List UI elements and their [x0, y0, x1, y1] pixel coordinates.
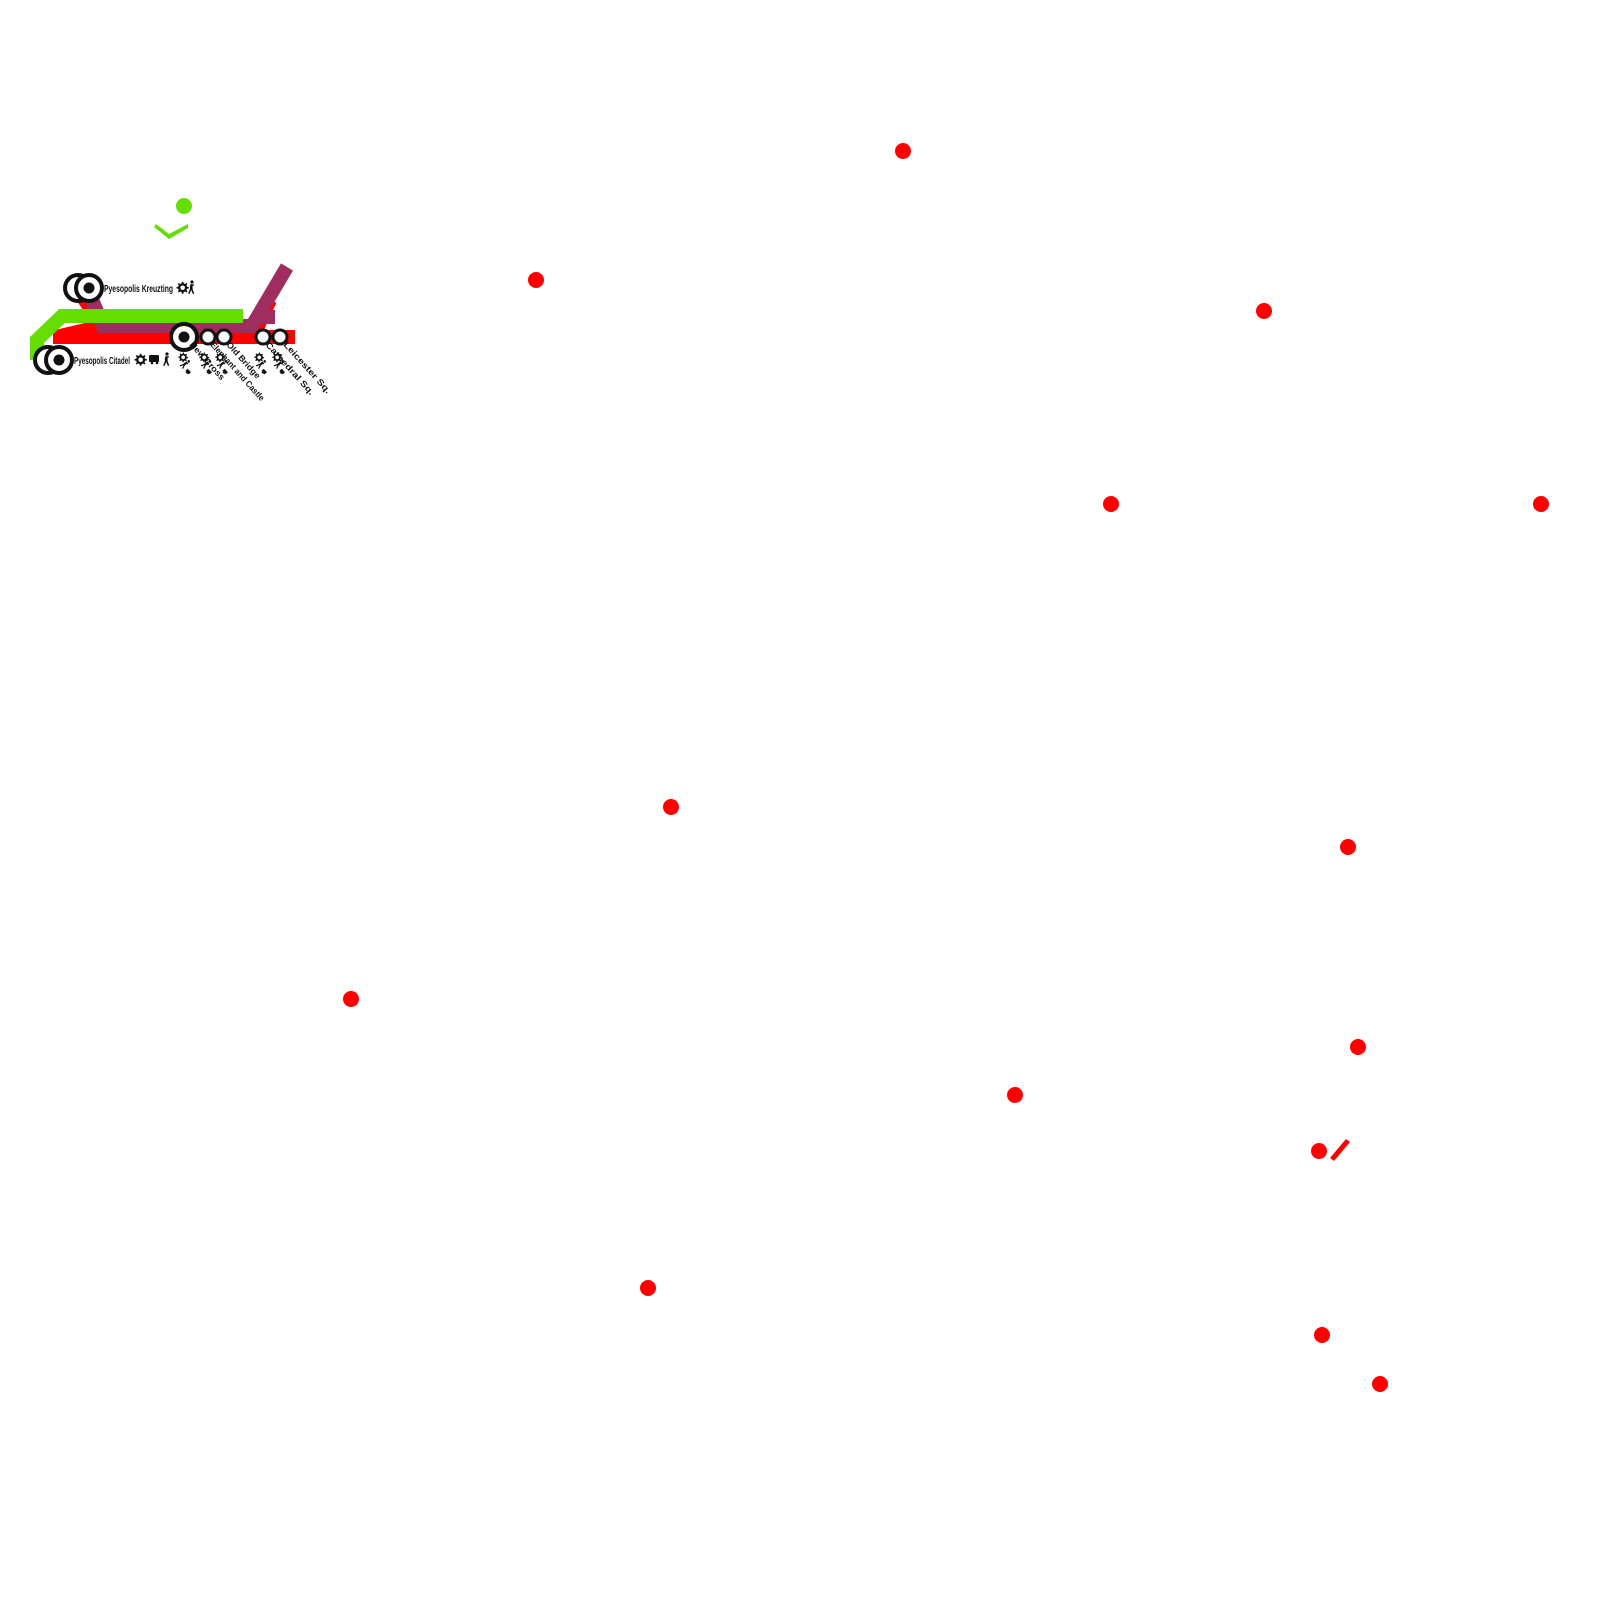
svg-text:Pyesopolis Kreuzting: Pyesopolis Kreuzting: [104, 284, 173, 295]
svg-text:Pyesopolis Citadel: Pyesopolis Citadel: [74, 356, 130, 367]
